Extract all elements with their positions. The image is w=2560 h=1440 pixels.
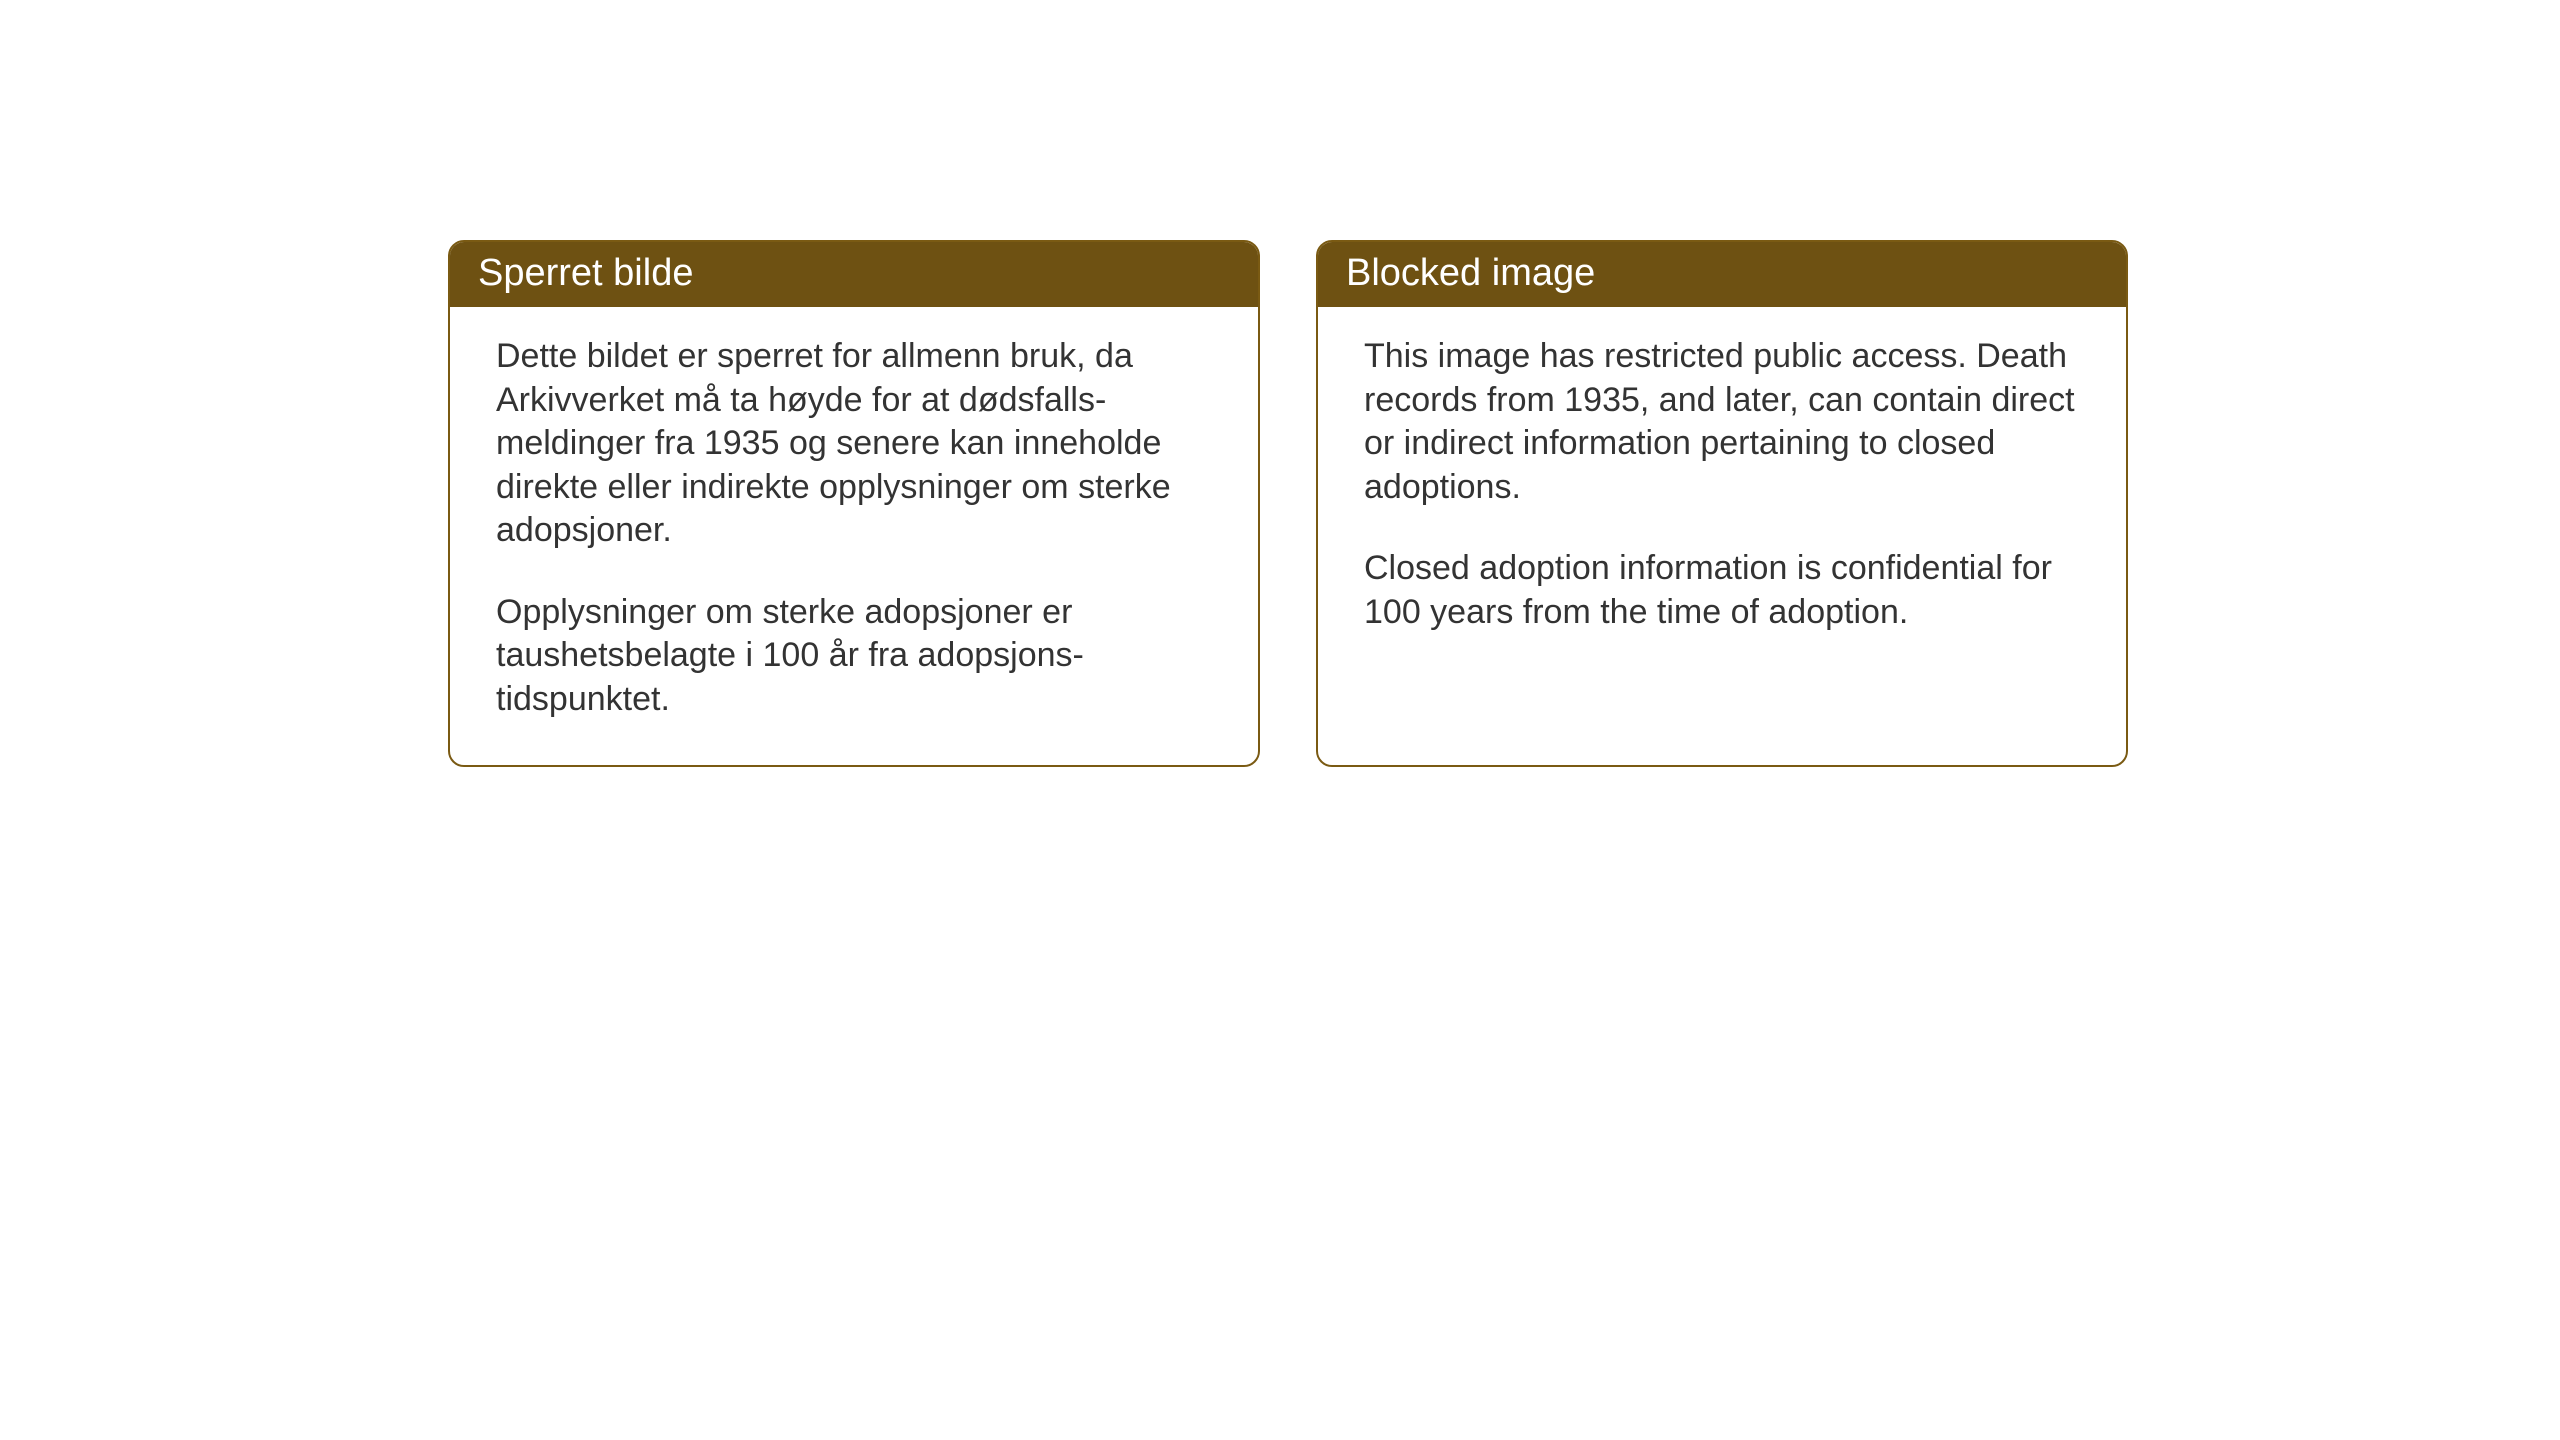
notice-title-english: Blocked image [1346, 252, 1595, 294]
notice-header-english: Blocked image [1318, 242, 2126, 307]
notice-paragraph-2-norwegian: Opplysninger om sterke adopsjoner er tau… [496, 591, 1212, 722]
notice-paragraph-2-english: Closed adoption information is confident… [1364, 547, 2080, 634]
notice-paragraph-1-norwegian: Dette bildet er sperret for allmenn bruk… [496, 335, 1212, 553]
notice-container: Sperret bilde Dette bildet er sperret fo… [448, 240, 2128, 767]
notice-body-english: This image has restricted public access.… [1318, 307, 2126, 678]
notice-header-norwegian: Sperret bilde [450, 242, 1258, 307]
notice-card-norwegian: Sperret bilde Dette bildet er sperret fo… [448, 240, 1260, 767]
notice-body-norwegian: Dette bildet er sperret for allmenn bruk… [450, 307, 1258, 765]
notice-card-english: Blocked image This image has restricted … [1316, 240, 2128, 767]
notice-paragraph-1-english: This image has restricted public access.… [1364, 335, 2080, 509]
notice-title-norwegian: Sperret bilde [478, 252, 693, 294]
